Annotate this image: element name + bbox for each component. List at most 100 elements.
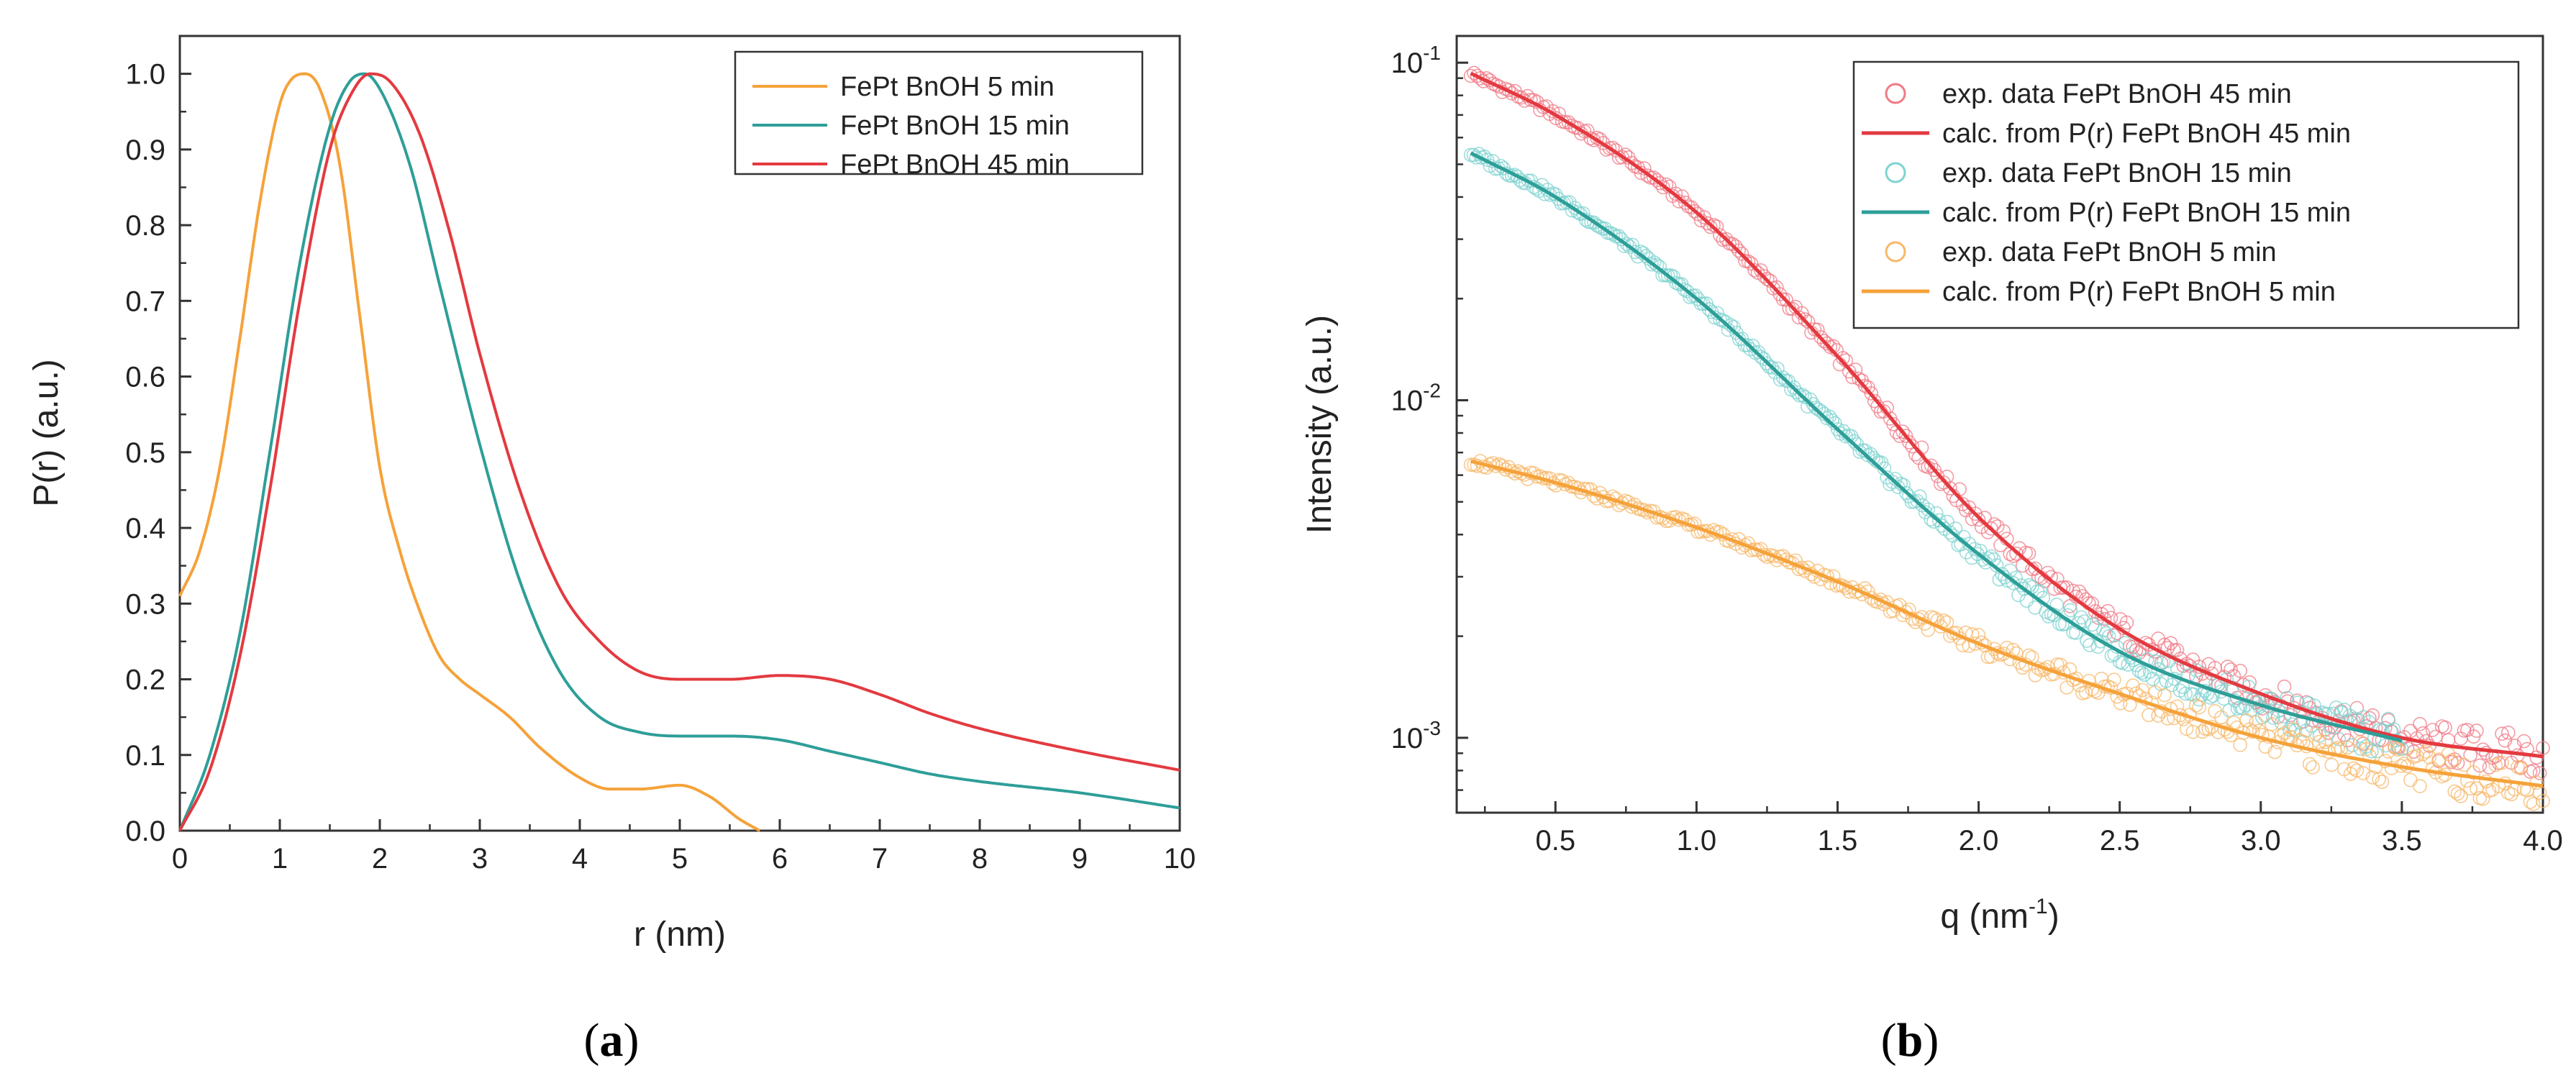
panel-b-scatter-point bbox=[2395, 741, 2409, 757]
panel-b-scatter-point bbox=[1898, 429, 1913, 443]
panel-b-scatter-point bbox=[2203, 690, 2218, 705]
panel-b-scatter-point bbox=[2286, 722, 2301, 736]
panel-a-label-close: ) bbox=[624, 1014, 640, 1067]
panel-b-scatter-point bbox=[1681, 517, 1696, 532]
panel-b-legend: exp. data FePt BnOH 45 min calc. from P(r… bbox=[1852, 60, 2520, 329]
panel-b-scatter-point bbox=[2318, 734, 2333, 749]
panel-b-scatter-point bbox=[2454, 731, 2468, 746]
panel-b-scatter-point bbox=[1971, 512, 1986, 527]
panel-b-scatter-point bbox=[2129, 643, 2144, 657]
panel-b-scatter-point bbox=[2482, 760, 2497, 775]
panel-b-scatter-point bbox=[2495, 755, 2509, 770]
panel-b-scatter-point bbox=[2115, 655, 2130, 670]
panel-b-scatter-point bbox=[2362, 711, 2377, 726]
panel-b-scatter-point bbox=[2170, 642, 2185, 657]
panel-b-scatter-point bbox=[2165, 677, 2179, 693]
panel-b-scatter-point bbox=[2151, 708, 2165, 723]
panel-a-y-tick-label: 0.8 bbox=[125, 210, 165, 242]
panel-a-x-tick-label: 3 bbox=[472, 843, 488, 875]
panel-b-series-line-6 bbox=[1470, 459, 2544, 788]
panel-b-scatter-point bbox=[1473, 71, 1488, 86]
panel-a-legend-box bbox=[734, 50, 1144, 175]
panel-b-legend-label: exp. data FePt BnOH 15 min bbox=[1942, 158, 2292, 188]
panel-b-scatter-point bbox=[1656, 180, 1670, 195]
panel-b-series-line-2 bbox=[1470, 71, 2544, 759]
panel-b-x-tick-label: 0.5 bbox=[1535, 825, 1575, 857]
panel-a-chart: 0 1 2 3 4 5 6 7 8 9 10 0.0 0.1 0.2 0.3 0.4 0.5 0.6 0.7 0.8 0… bbox=[27, 35, 1196, 1067]
panel-b-scatter-point bbox=[1806, 397, 1821, 411]
panel-b-scatter-point bbox=[2403, 772, 2418, 788]
panel-a-series-line-3 bbox=[178, 72, 1180, 831]
panel-b-scatter-point bbox=[2134, 665, 2149, 680]
panel-b-scatter-point bbox=[2457, 757, 2472, 772]
panel-b-scatter-point bbox=[1586, 133, 1601, 147]
panel-a-x-tick-label: 9 bbox=[1072, 843, 1088, 875]
panel-b-scatter-point bbox=[1526, 466, 1542, 480]
panel-b-scatter-point bbox=[1501, 83, 1516, 98]
panel-b-scatter-point bbox=[1614, 232, 1629, 247]
panel-b-scatter-point bbox=[2470, 724, 2484, 738]
panel-a-y-tick-label: 0.0 bbox=[125, 816, 165, 847]
panel-b-scatter-point bbox=[2526, 797, 2541, 811]
panel-a-y-tick-label: 0.4 bbox=[125, 513, 165, 544]
panel-b-scatter-point bbox=[2324, 757, 2339, 772]
panel-b-scatter-point bbox=[2267, 744, 2283, 759]
panel-a-x-tick-label: 6 bbox=[772, 843, 788, 875]
panel-b-scatter-point bbox=[1767, 365, 1782, 380]
panel-b-scatter-point bbox=[1852, 583, 1866, 598]
panel-a-x-tick-label: 5 bbox=[672, 843, 688, 875]
panel-b-chart: 0.5 1.0 1.5 2.0 2.5 3.0 3.5 4.0 10-1 10-2 10-3 q (… bbox=[1301, 35, 2563, 1067]
panel-b-scatter-point bbox=[1757, 352, 1771, 366]
panel-b-scatter-point bbox=[1668, 186, 1683, 201]
panel-b-scatter-point bbox=[2021, 546, 2036, 561]
panel-b-legend-marker bbox=[1885, 162, 1906, 183]
panel-b-scatter-point bbox=[2233, 663, 2247, 678]
panel-b-scatter-point bbox=[2151, 662, 2165, 677]
panel-b-scatter-point bbox=[2266, 711, 2280, 725]
panel-b-scatter-point bbox=[2156, 654, 2171, 670]
panel-b-scatter-point bbox=[2450, 786, 2465, 801]
panel-b-y-tick-label: 10-1 bbox=[1391, 42, 1441, 79]
panel-b-scatter-point bbox=[1575, 206, 1590, 221]
panel-b-scatter-point bbox=[2277, 709, 2291, 724]
panel-b-scatter-point bbox=[2170, 661, 2185, 676]
panel-b-scatter-point bbox=[2454, 789, 2468, 803]
panel-b-scatter-point bbox=[2245, 724, 2260, 739]
panel-a-y-tick-label: 0.1 bbox=[125, 740, 165, 772]
panel-b-legend-box bbox=[1852, 60, 2520, 329]
panel-b-scatter-point bbox=[2189, 698, 2203, 713]
panel-b-scatter-point bbox=[2239, 713, 2254, 728]
panel-b-scatter-point bbox=[2349, 763, 2365, 777]
panel-b-scatter-point bbox=[2118, 636, 2133, 650]
panel-b-scatter-point bbox=[2099, 626, 2113, 641]
panel-b-scatter-point bbox=[2101, 629, 2116, 644]
panel-b-label-letter: b bbox=[1897, 1014, 1924, 1067]
panel-b-scatter-point bbox=[1795, 560, 1809, 575]
panel-b-scatter-point bbox=[2413, 779, 2427, 793]
panel-b-scatter-point bbox=[2397, 757, 2411, 771]
panel-b-scatter-point bbox=[2416, 726, 2431, 741]
panel-b-scatter-point bbox=[1703, 219, 1718, 234]
panel-b-scatter-point bbox=[2356, 766, 2370, 780]
panel-b-scatter-point bbox=[2532, 766, 2547, 780]
panel-a-series bbox=[178, 72, 1180, 832]
panel-b-scatter-point bbox=[1791, 310, 1806, 325]
panel-b-scatter-point bbox=[1731, 243, 1746, 258]
panel-b-scatter-point bbox=[2083, 638, 2097, 652]
panel-b-scatter-point bbox=[2233, 738, 2247, 752]
panel-b-ticks: 0.5 1.0 1.5 2.0 2.5 3.0 3.5 4.0 10-1 10-2 10-3 bbox=[1391, 42, 2563, 857]
panel-b-scatter-point bbox=[1924, 458, 1939, 473]
panel-b-legend-marker bbox=[1885, 83, 1906, 104]
panel-b-scatter-point bbox=[2308, 726, 2324, 741]
panel-b-scatter-point bbox=[2416, 747, 2431, 762]
panel-b-scatter-point bbox=[1915, 498, 1930, 513]
panel-b-scatter-point bbox=[1962, 537, 1977, 552]
panel-b-scatter-point bbox=[1886, 416, 1901, 432]
panel-b-x-tick-label: 3.0 bbox=[2241, 825, 2281, 857]
panel-b-scatter-point bbox=[1975, 552, 1990, 567]
panel-b-scatter-point bbox=[2178, 686, 2193, 701]
panel-b-scatter-point bbox=[2277, 679, 2292, 694]
panel-a-ticks: 0 1 2 3 4 5 6 7 8 9 10 0.0 0.1 0.2 0.3 0.4 0.5 0.6 0.7 0.8 0… bbox=[125, 59, 1196, 875]
panel-b-scatter-point bbox=[1918, 505, 1933, 519]
